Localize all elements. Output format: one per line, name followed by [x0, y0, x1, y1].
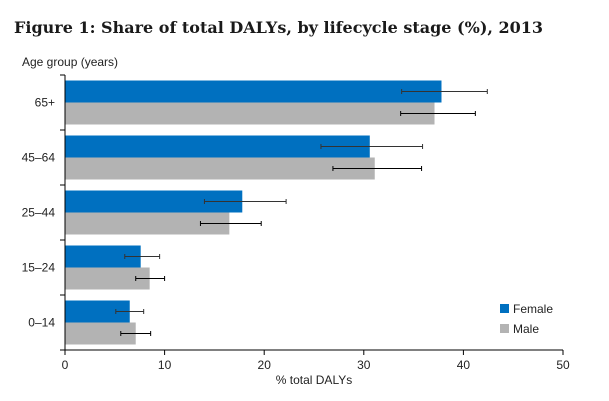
axes-layer: 65+ 45–64 25–44 15–24 0–14 0 10 20 30 40 50	[22, 74, 570, 372]
y-axis-title: Age group (years)	[22, 55, 118, 69]
x-tick-label-0: 0	[62, 358, 69, 372]
bar-female-1	[65, 135, 370, 158]
x-tick-label-4: 40	[457, 358, 471, 372]
x-tick-label-3: 30	[357, 358, 371, 372]
bar-female-2	[65, 190, 243, 213]
x-tick-label-5: 50	[556, 358, 570, 372]
bar-female-3	[65, 245, 141, 268]
category-label-2: 25–44	[22, 206, 56, 220]
bar-female-4	[65, 300, 130, 323]
legend-swatch-female	[500, 304, 509, 313]
category-label-3: 15–24	[22, 261, 56, 275]
x-tick-label-1: 10	[158, 358, 172, 372]
legend-label-female: Female	[513, 302, 553, 316]
bar-male-4	[65, 322, 136, 345]
bar-male-1	[65, 157, 375, 180]
x-axis-title: % total DALYs	[276, 373, 352, 387]
error-bars-layer	[115, 89, 488, 336]
legend: Female Male	[500, 302, 553, 336]
category-label-4: 0–14	[28, 316, 55, 330]
legend-swatch-male	[500, 324, 509, 333]
bar-male-2	[65, 212, 230, 235]
chart-title: Figure 1: Share of total DALYs, by lifec…	[14, 18, 544, 37]
x-tick-label-2: 20	[258, 358, 272, 372]
legend-label-male: Male	[513, 322, 539, 336]
bars-layer	[65, 80, 442, 345]
bar-female-0	[65, 80, 442, 103]
category-label-0: 65+	[35, 96, 55, 110]
bar-male-3	[65, 267, 150, 290]
bar-male-0	[65, 102, 435, 125]
category-label-1: 45–64	[22, 151, 56, 165]
